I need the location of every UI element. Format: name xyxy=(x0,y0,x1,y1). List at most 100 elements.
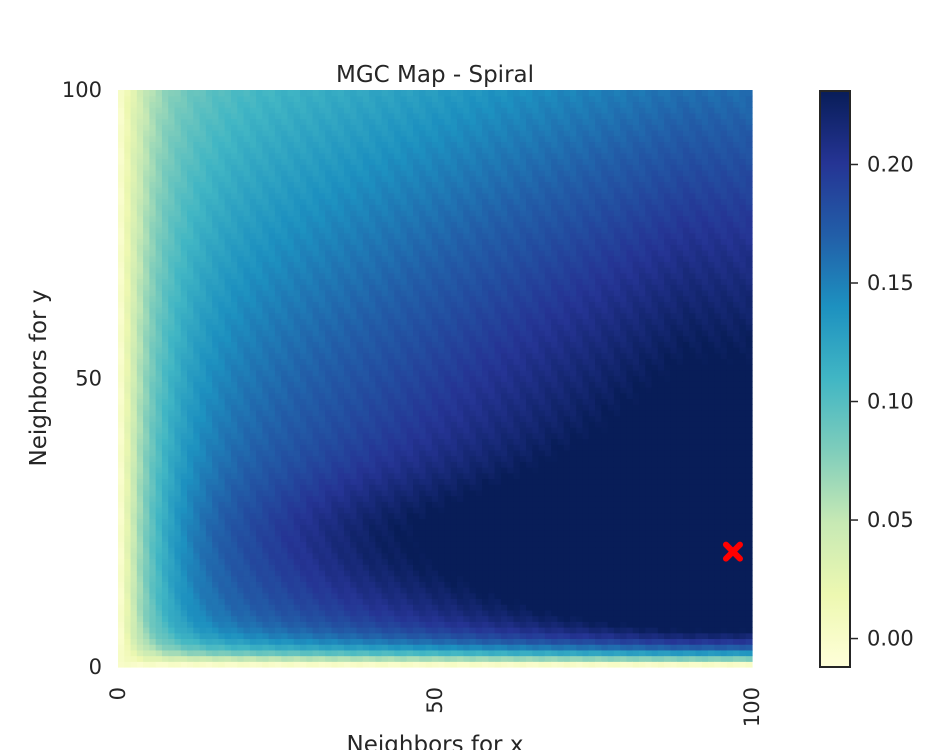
heatmap-cell xyxy=(218,564,226,571)
heatmap-cell xyxy=(243,529,251,537)
heatmap-cell xyxy=(256,289,263,297)
heatmap-cell xyxy=(143,501,150,508)
heatmap-cell xyxy=(174,364,182,371)
heatmap-cell xyxy=(387,198,395,205)
heatmap-cell xyxy=(281,244,289,251)
heatmap-cell xyxy=(381,352,389,360)
heatmap-cell xyxy=(375,524,383,531)
heatmap-cell xyxy=(243,455,251,462)
heatmap-cell xyxy=(224,569,232,577)
heatmap-cell xyxy=(193,615,201,622)
heatmap-cell xyxy=(130,324,138,331)
heatmap-cell xyxy=(262,289,270,297)
heatmap-cell xyxy=(155,124,163,131)
heatmap-cell xyxy=(350,169,358,177)
heatmap-cell xyxy=(362,301,370,308)
heatmap-cell xyxy=(180,484,188,491)
heatmap-cell xyxy=(193,312,201,320)
heatmap-cell xyxy=(262,632,270,640)
heatmap-cell xyxy=(118,455,125,462)
heatmap-cell xyxy=(155,649,163,657)
heatmap-cell xyxy=(262,392,270,400)
heatmap-cell xyxy=(237,261,245,268)
heatmap-cell xyxy=(149,261,157,268)
heatmap-cell xyxy=(394,535,402,542)
heatmap-cell xyxy=(293,638,301,645)
heatmap-cell xyxy=(331,564,339,571)
heatmap-cell xyxy=(174,438,182,445)
heatmap-cell xyxy=(419,112,427,120)
heatmap-cell xyxy=(343,467,351,474)
heatmap-cell xyxy=(356,232,364,240)
heatmap-cell xyxy=(312,489,320,497)
heatmap-cell xyxy=(193,158,201,165)
heatmap-cell xyxy=(413,615,420,622)
heatmap-cell xyxy=(143,169,150,177)
heatmap-cell xyxy=(218,221,226,228)
heatmap-cell xyxy=(149,152,157,160)
heatmap-cell xyxy=(168,369,176,377)
heatmap-cell xyxy=(237,524,245,531)
heatmap-cell xyxy=(274,427,282,434)
heatmap-cell xyxy=(249,101,257,108)
heatmap-cell xyxy=(243,518,251,525)
heatmap-cell xyxy=(187,118,194,125)
heatmap-cell xyxy=(362,444,370,451)
heatmap-cell xyxy=(312,249,320,257)
heatmap-cell xyxy=(268,107,276,114)
heatmap-cell xyxy=(281,164,289,171)
heatmap-cell xyxy=(387,312,395,320)
heatmap-cell xyxy=(281,255,289,262)
heatmap-cell xyxy=(400,484,408,491)
heatmap-cell xyxy=(369,529,376,537)
heatmap-cell xyxy=(199,318,207,325)
heatmap-cell xyxy=(281,501,289,508)
heatmap-cell xyxy=(381,535,389,542)
heatmap-cell xyxy=(394,312,402,320)
heatmap-cell xyxy=(369,112,376,120)
heatmap-cell xyxy=(136,415,144,422)
heatmap-cell xyxy=(413,627,420,634)
heatmap-cell xyxy=(343,404,351,411)
heatmap-cell xyxy=(212,598,220,605)
heatmap-cell xyxy=(187,301,194,308)
heatmap-cell xyxy=(281,507,289,514)
heatmap-cell xyxy=(187,135,194,143)
heatmap-cell xyxy=(256,375,263,382)
heatmap-cell xyxy=(224,267,232,274)
heatmap-cell xyxy=(124,552,132,560)
heatmap-cells xyxy=(118,90,753,668)
heatmap-cell xyxy=(350,592,358,600)
heatmap-cell xyxy=(387,421,395,428)
heatmap-cell xyxy=(306,261,314,268)
heatmap-cell xyxy=(124,244,132,251)
heatmap-cell xyxy=(419,581,427,588)
heatmap-cell xyxy=(136,409,144,417)
heatmap-cell xyxy=(425,489,433,497)
heatmap-cell xyxy=(218,135,226,143)
heatmap-cell xyxy=(312,632,320,640)
heatmap-cell xyxy=(168,472,176,480)
heatmap-cell xyxy=(205,501,213,508)
heatmap-cell xyxy=(425,495,433,502)
heatmap-cell xyxy=(187,541,194,548)
heatmap-cell xyxy=(331,221,339,228)
heatmap-cell xyxy=(218,427,226,434)
heatmap-cell xyxy=(118,95,125,103)
heatmap-cell xyxy=(362,169,370,177)
heatmap-cell xyxy=(343,627,351,634)
heatmap-cell xyxy=(256,261,263,268)
heatmap-cell xyxy=(362,187,370,194)
heatmap-cell xyxy=(419,455,427,462)
heatmap-cell xyxy=(413,141,420,148)
heatmap-cell xyxy=(287,307,295,314)
heatmap-cell xyxy=(187,621,194,628)
heatmap-cell xyxy=(237,158,245,165)
heatmap-cell xyxy=(224,232,232,240)
heatmap-cell xyxy=(287,398,295,405)
heatmap-cell xyxy=(413,129,420,137)
heatmap-cell xyxy=(343,615,351,622)
heatmap-cell xyxy=(300,295,307,302)
heatmap-cell xyxy=(356,501,364,508)
heatmap-cell xyxy=(350,347,358,354)
